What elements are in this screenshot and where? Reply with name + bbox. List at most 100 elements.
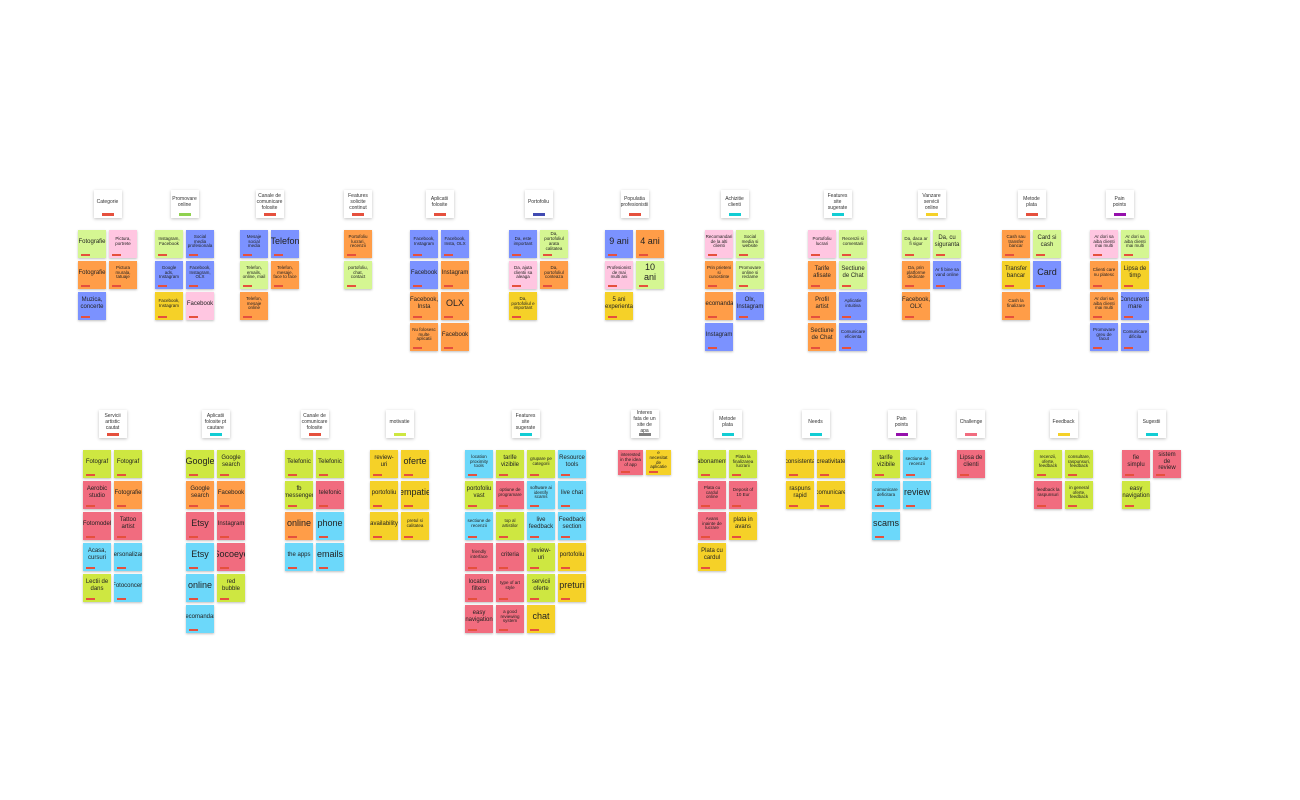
sticky-note[interactable]: Telefonic xyxy=(316,450,344,478)
sticky-note[interactable]: recomandari xyxy=(186,605,214,633)
sticky-note[interactable]: Lipsa de timp xyxy=(1121,261,1149,289)
sticky-note[interactable]: Recenzii si comentarii xyxy=(839,230,867,258)
sticky-note[interactable]: Fotografie xyxy=(78,230,106,258)
sticky-note[interactable]: Fotograf xyxy=(114,450,142,478)
sticky-note[interactable]: Recomandari de la alti clienti xyxy=(705,230,733,258)
sticky-note[interactable]: consultare, raspunsuri, feedback xyxy=(1065,450,1093,478)
sticky-note[interactable]: Tarife afisate xyxy=(808,261,836,289)
sticky-note[interactable]: Feedback section xyxy=(558,512,586,540)
sticky-note[interactable]: Google ads, Instagram xyxy=(155,261,183,289)
sticky-note[interactable]: portofoliu xyxy=(558,543,586,571)
sticky-note[interactable]: live feedback xyxy=(527,512,555,540)
sticky-note[interactable]: Recomandari xyxy=(705,292,733,320)
sticky-note[interactable]: Facebook, Insta xyxy=(410,292,438,320)
sticky-note[interactable]: OLX xyxy=(441,292,469,320)
sticky-note[interactable]: Etsy xyxy=(186,543,214,571)
sticky-note[interactable]: Transfer bancar xyxy=(1002,261,1030,289)
sticky-note[interactable]: Da, daca ar fi sigur xyxy=(902,230,930,258)
sticky-note[interactable]: friendly interface xyxy=(465,543,493,571)
sticky-note[interactable]: online xyxy=(285,512,313,540)
sticky-note[interactable]: criteria xyxy=(496,543,524,571)
sticky-note[interactable]: comunicare deficitara xyxy=(872,481,900,509)
sticky-note[interactable]: live chat xyxy=(558,481,586,509)
sticky-note[interactable]: Facebook, Instagram xyxy=(155,292,183,320)
sticky-note[interactable]: Etsy xyxy=(186,512,214,540)
sticky-note[interactable]: Facebook, Instagram, OLX xyxy=(186,261,214,289)
sticky-note[interactable]: Aerobic studio xyxy=(83,481,111,509)
sticky-note[interactable]: Facebook, OLX xyxy=(902,292,930,320)
sticky-note[interactable]: creativitate xyxy=(817,450,845,478)
sticky-note[interactable]: Google search xyxy=(217,450,245,478)
sticky-note[interactable]: Plata cu cardul xyxy=(698,543,726,571)
sticky-note[interactable]: Sectiune de Chat xyxy=(808,323,836,351)
sticky-note[interactable]: Ar dori sa aiba clienti mai multi xyxy=(1090,230,1118,258)
sticky-note[interactable]: 4 ani xyxy=(636,230,664,258)
sticky-note[interactable]: Google search xyxy=(186,481,214,509)
sticky-note[interactable]: fb messenger xyxy=(285,481,313,509)
sticky-note[interactable]: Tattoo artist xyxy=(114,512,142,540)
sticky-note[interactable]: a good reviewing system xyxy=(496,605,524,633)
sticky-note[interactable]: Ar dori sa aiba clienti mai multi xyxy=(1121,230,1149,258)
sticky-note[interactable]: Da, cu siguranta xyxy=(933,230,961,258)
sticky-note[interactable]: portofoliu xyxy=(370,481,398,509)
sticky-note[interactable]: comunicare xyxy=(817,481,845,509)
sticky-note[interactable]: Da, portofoliul arata calitatea xyxy=(540,230,568,258)
sticky-note[interactable]: Card si cash xyxy=(1033,230,1061,258)
sticky-note[interactable]: Ar fi bine sa vand online xyxy=(933,261,961,289)
sticky-note[interactable]: Plata cu cardul online xyxy=(698,481,726,509)
sticky-note[interactable]: Telefon, mesaje, face to face xyxy=(271,261,299,289)
sticky-note[interactable]: Facebook xyxy=(410,261,438,289)
sticky-note[interactable]: 9 ani xyxy=(605,230,633,258)
sticky-note[interactable]: Prin prieteni si cunostinte xyxy=(705,261,733,289)
sticky-note[interactable]: Portofoliu lucrari, recenzii xyxy=(344,230,372,258)
sticky-note[interactable]: Olx, Instagram xyxy=(736,292,764,320)
sticky-note[interactable]: location filters xyxy=(465,574,493,602)
sticky-note[interactable]: Da, portofoliul conteaza xyxy=(540,261,568,289)
sticky-note[interactable]: pretul si calitatea xyxy=(401,512,429,540)
sticky-note[interactable]: Google xyxy=(186,450,214,478)
sticky-note[interactable]: Fotografie xyxy=(78,261,106,289)
sticky-note[interactable]: Telefon xyxy=(271,230,299,258)
sticky-note[interactable]: e necesitat de aplicatie xyxy=(646,450,671,475)
sticky-note[interactable]: Instagram xyxy=(705,323,733,351)
sticky-note[interactable]: phone xyxy=(316,512,344,540)
sticky-note[interactable]: Facebook xyxy=(441,323,469,351)
sticky-note[interactable]: type of art style xyxy=(496,574,524,602)
sticky-note[interactable]: Fotomodel xyxy=(83,512,111,540)
sticky-note[interactable]: Comunicare dificila xyxy=(1121,323,1149,351)
sticky-note[interactable]: Plata la finalizarea lucrarii xyxy=(729,450,757,478)
sticky-note[interactable]: Sectiune de Chat xyxy=(839,261,867,289)
sticky-note[interactable]: Concurenta mare xyxy=(1121,292,1149,320)
sticky-note[interactable]: red bubble xyxy=(217,574,245,602)
sticky-note[interactable]: chat xyxy=(527,605,555,633)
sticky-note[interactable]: online xyxy=(186,574,214,602)
sticky-note[interactable]: Lectii de dans xyxy=(83,574,111,602)
sticky-note[interactable]: Portofoliu lucrari xyxy=(808,230,836,258)
sticky-note[interactable]: tarife vizibile xyxy=(872,450,900,478)
sticky-note[interactable]: sectiune de recenzii xyxy=(465,512,493,540)
sticky-note[interactable]: portofoliu, chat, contact xyxy=(344,261,372,289)
sticky-note[interactable]: Fotoconcert xyxy=(114,574,142,602)
sticky-note[interactable]: the apps xyxy=(285,543,313,571)
sticky-note[interactable]: Da, prin platforme dedicate xyxy=(902,261,930,289)
sticky-note[interactable]: Facebook, Insta, OLX xyxy=(441,230,469,258)
sticky-note[interactable]: easy navigation xyxy=(1122,481,1150,509)
sticky-note[interactable]: Instagram, Facebook xyxy=(155,230,183,258)
sticky-note[interactable]: Instagram xyxy=(217,512,245,540)
sticky-note[interactable]: Pictura murala, tatuaje xyxy=(109,261,137,289)
sticky-note[interactable]: review xyxy=(903,481,931,509)
sticky-note[interactable]: Promovare online si reclame xyxy=(736,261,764,289)
sticky-note[interactable]: Fotografie xyxy=(114,481,142,509)
sticky-note[interactable]: software ai identify scams xyxy=(527,481,555,509)
sticky-note[interactable]: scams xyxy=(872,512,900,540)
sticky-note[interactable]: servicii oferte xyxy=(527,574,555,602)
sticky-note[interactable]: grupare pe categorii xyxy=(527,450,555,478)
sticky-note[interactable]: consistenta xyxy=(786,450,814,478)
sticky-note[interactable]: Telefonic xyxy=(285,450,313,478)
sticky-note[interactable]: abonament xyxy=(698,450,726,478)
sticky-note[interactable]: Resource tools xyxy=(558,450,586,478)
sticky-note[interactable]: Lipsa de clienti xyxy=(957,450,985,478)
sticky-note[interactable]: Mesaje social media xyxy=(240,230,268,258)
sticky-note[interactable]: Profil artist xyxy=(808,292,836,320)
sticky-note[interactable]: in general oferte, feedback xyxy=(1065,481,1093,509)
